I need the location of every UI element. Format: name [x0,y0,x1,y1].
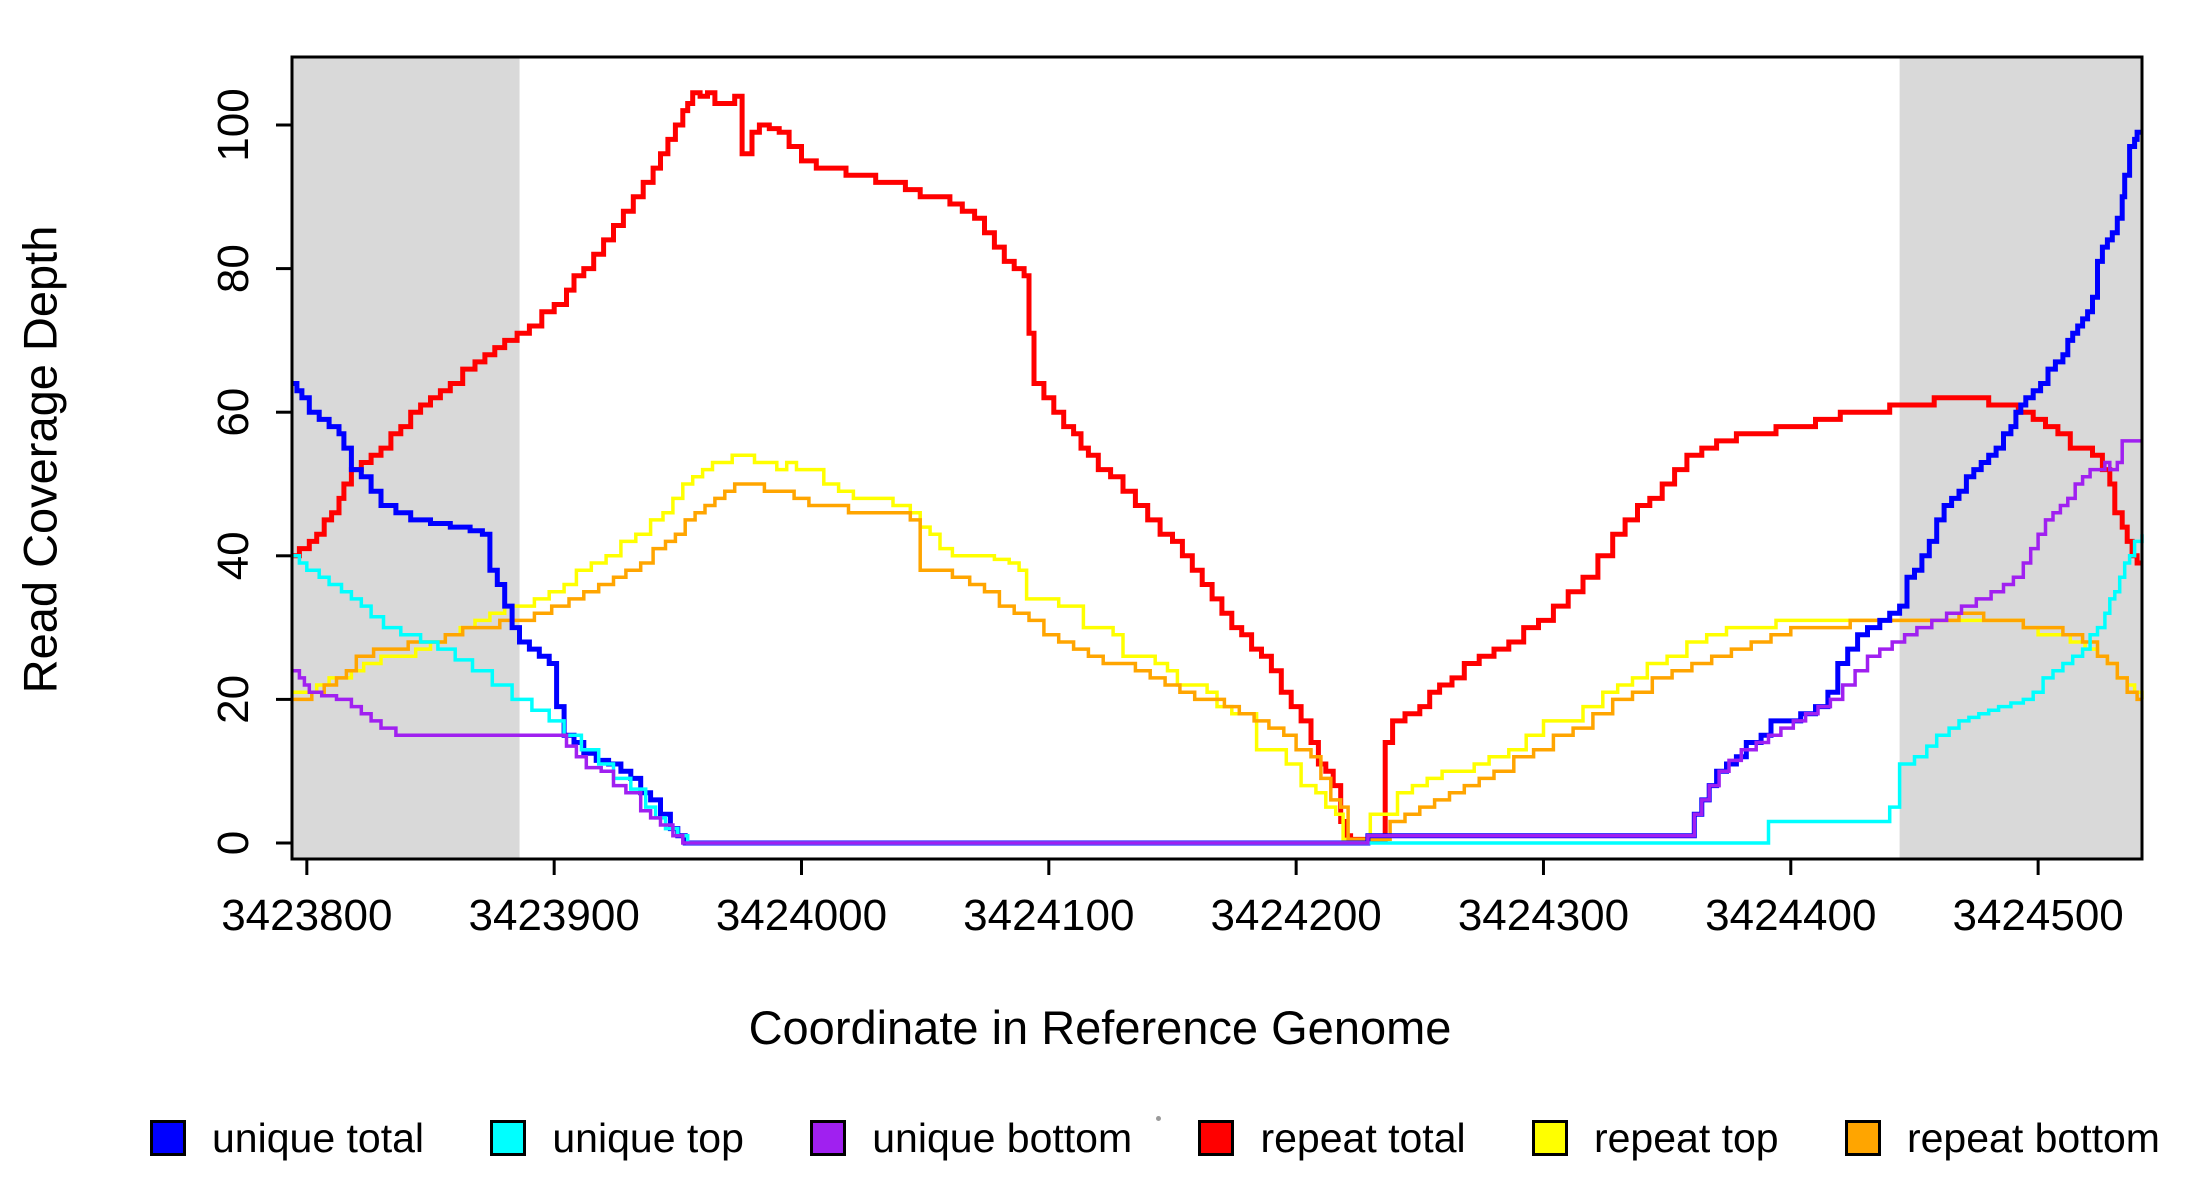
x-tick-label: 3424400 [1705,891,1876,940]
x-tick-label: 3423900 [469,891,640,940]
left-gray-band [292,57,520,859]
legend-swatch-icon [1844,1120,1881,1156]
x-tick-label: 3423800 [221,891,392,940]
x-tick-label: 3424300 [1458,891,1629,940]
legend-item-unique-top: unique top [490,1115,744,1162]
stray-dot-icon [1156,1116,1161,1121]
legend: unique total unique top unique bottom repea… [150,1102,2160,1174]
series-repeat-total [292,90,2142,842]
x-tick-label: 3424500 [1952,891,2123,940]
legend-swatch-icon [150,1120,186,1156]
x-tick-label: 3424100 [963,891,1134,940]
legend-item-repeat-total: repeat total [1198,1114,1466,1162]
y-tick-label: 100 [209,88,258,161]
legend-swatch-icon [1531,1120,1568,1156]
y-tick-label: 60 [209,388,258,437]
series-unique-top [292,534,2144,845]
legend-item-repeat-bottom: repeat bottom [1844,1114,2160,1162]
plot-box [290,55,2144,861]
y-axis-title: Read Coverage Depth [13,225,67,694]
y-tick-label: 0 [209,831,258,855]
x-axis-title: Coordinate in Reference Genome [748,1001,1452,1054]
legend-item-repeat-top: repeat top [1531,1114,1779,1162]
y-tick-label: 40 [209,531,258,580]
y-tick-label: 20 [209,675,258,724]
series-unique-total [292,129,2142,846]
legend-item-label: repeat total [1260,1114,1466,1161]
series-repeat-bottom [292,482,2142,842]
legend-item-label: repeat top [1593,1114,1779,1161]
legend-item-unique-total: unique total [150,1115,424,1162]
legend-swatch-icon [810,1120,847,1156]
x-tick-label: 3424000 [716,891,887,940]
legend-swatch-icon [490,1120,527,1156]
legend-item-label: unique bottom [872,1114,1133,1161]
series-repeat-top [292,453,2144,842]
legend-item-label: repeat bottom [1906,1114,2160,1161]
y-tick-label: 80 [209,244,258,293]
legend-swatch-icon [1198,1120,1235,1156]
legend-item-label: unique total [212,1114,425,1161]
x-tick-label: 3424200 [1210,891,1381,940]
legend-item-unique-bottom: unique bottom [810,1115,1132,1162]
series-unique-bottom [292,439,2142,845]
legend-item-label: unique top [552,1114,744,1161]
